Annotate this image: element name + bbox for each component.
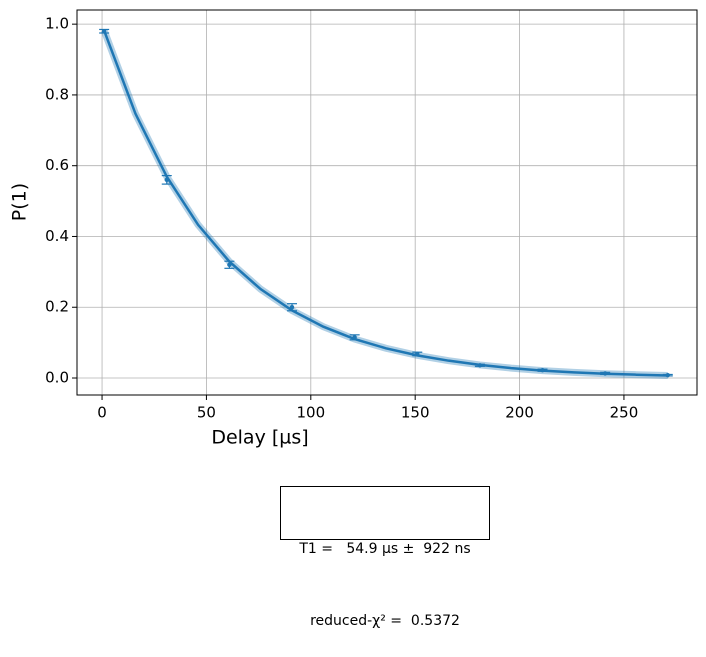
x-axis-label: Delay [µs] [211, 427, 308, 449]
y-axis-label: P(1) [9, 183, 31, 221]
y-tick-label: 0.4 [45, 227, 69, 245]
page: Delay [µs] P(1) 0 50 100 150 200 250 0.0 0.2 0.4… [8, 9, 698, 629]
fit-line [102, 30, 668, 377]
data-point [665, 372, 670, 378]
y-tick-label: 0.6 [45, 156, 69, 174]
annotation-line: reduced-χ² = 0.5372 [310, 613, 460, 629]
y-tick-label: 0.0 [45, 369, 69, 387]
fit-band [100, 29, 668, 379]
plot-frame [76, 9, 698, 396]
y-tick-label: 1.0 [45, 15, 69, 33]
x-tick-label: 50 [197, 404, 216, 422]
annotation-line: T1 = 54.9 µs ± 922 ns [299, 541, 471, 557]
x-tick-label: 100 [296, 404, 325, 422]
y-tick-label: 0.8 [45, 85, 69, 103]
data-point [164, 177, 169, 183]
x-tick-label: 250 [610, 404, 639, 422]
data-point [227, 262, 232, 267]
data-point [415, 351, 420, 357]
data-point [477, 363, 483, 368]
annotation-box: T1 = 54.9 µs ± 922 ns reduced-χ² = 0.537… [280, 486, 490, 629]
x-tick-label: 150 [401, 404, 430, 422]
chart: Delay [µs] P(1) 0 50 100 150 200 250 0.0 0.2 0.4… [9, 9, 698, 449]
x-tick-label: 0 [97, 404, 107, 422]
y-tick-label: 0.2 [45, 298, 69, 316]
data-point [289, 305, 295, 310]
data-point [352, 335, 357, 340]
data-point [540, 368, 545, 373]
data-point [602, 371, 608, 376]
data-point [101, 29, 107, 34]
x-tick-label: 200 [505, 404, 534, 422]
